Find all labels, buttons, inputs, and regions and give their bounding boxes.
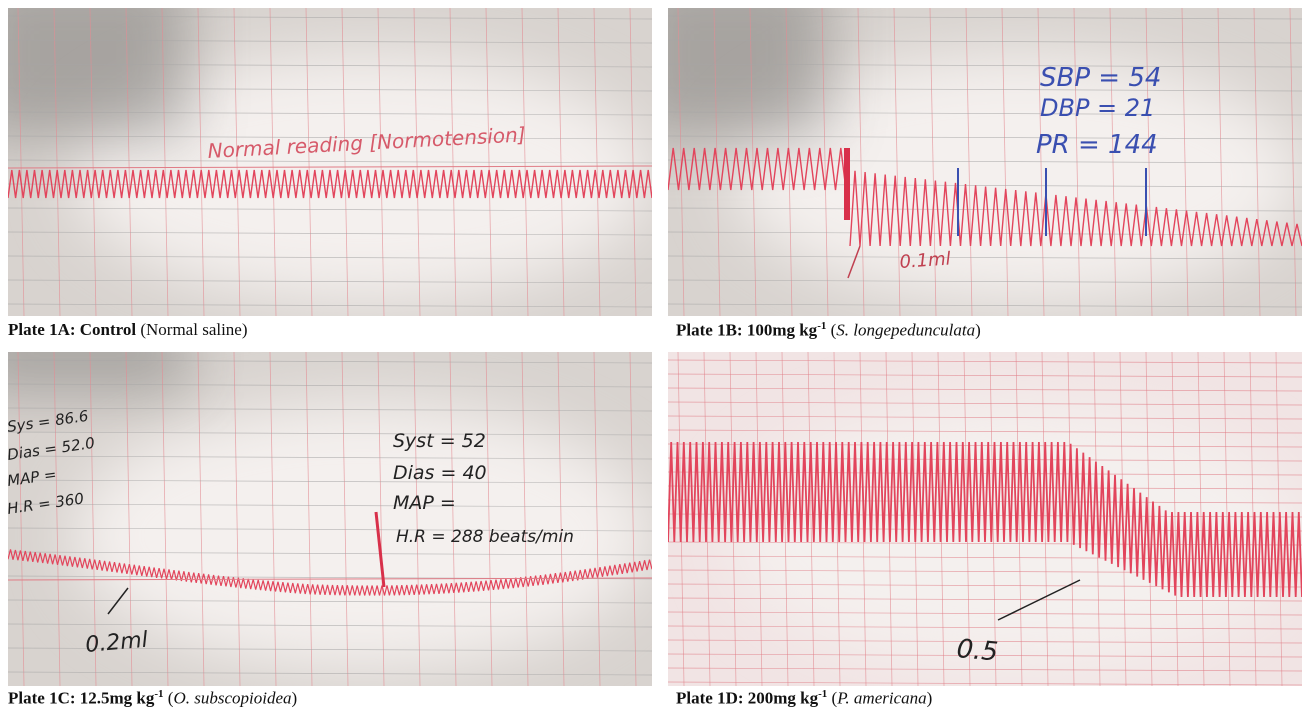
caption-run: ) <box>927 689 933 708</box>
plates: Normal reading [Normotension]SBP = 54DBP… <box>0 0 1306 713</box>
figure: Normal reading [Normotension]SBP = 54DBP… <box>0 0 1306 713</box>
caption-run: Plate 1A: Control <box>8 320 136 339</box>
photo-content: Normal reading [Normotension] <box>0 0 652 316</box>
shadow <box>0 0 188 138</box>
caption-run: S. longepedunculata <box>836 321 975 340</box>
caption-run: ( <box>164 689 174 708</box>
handwritten-note: Syst = 52 <box>393 430 486 452</box>
caption-run: ) <box>975 321 981 340</box>
caption-run: ( <box>826 321 836 340</box>
photo: Normal reading [Normotension] <box>0 0 652 316</box>
caption-run: Plate 1C: 12.5mg kg <box>8 689 154 708</box>
caption-run: ( <box>827 689 837 708</box>
caption-run: ) <box>292 689 298 708</box>
photo: 0.5 <box>668 352 1302 686</box>
caption-run: -1 <box>818 688 827 700</box>
plate-caption: Plate 1A: Control (Normal saline) <box>8 320 248 340</box>
caption-run: P. americana <box>837 689 926 708</box>
handwritten-note: 0.5 <box>955 634 999 667</box>
caption-run: (Normal saline) <box>136 320 247 339</box>
handwritten-note: SBP = 54 <box>1040 63 1161 93</box>
handwritten-note: MAP = <box>393 492 456 514</box>
caption-run: -1 <box>817 320 826 332</box>
caption-run: O. subscopioidea <box>173 689 291 708</box>
shadow <box>628 0 828 138</box>
handwritten-note: 0.1ml <box>899 248 952 273</box>
handwritten-note: PR = 144 <box>1036 130 1158 160</box>
handwritten-note: Dias = 40 <box>393 462 487 484</box>
plate-caption: Plate 1B: 100mg kg-1 (S. longepedunculat… <box>676 320 981 341</box>
plate-caption: Plate 1D: 200mg kg-1 (P. americana) <box>676 688 932 709</box>
handwritten-note: DBP = 21 <box>1040 94 1155 122</box>
plate-caption: Plate 1C: 12.5mg kg-1 (O. subscopioidea) <box>8 688 297 709</box>
caption-run: Plate 1D: 200mg kg <box>676 689 818 708</box>
photo-content: 0.5 <box>668 352 1302 686</box>
handwritten-note: H.R = 288 beats/min <box>396 527 574 547</box>
marker <box>844 148 850 220</box>
caption-run: -1 <box>154 688 163 700</box>
caption-run: Plate 1B: 100mg kg <box>676 321 817 340</box>
